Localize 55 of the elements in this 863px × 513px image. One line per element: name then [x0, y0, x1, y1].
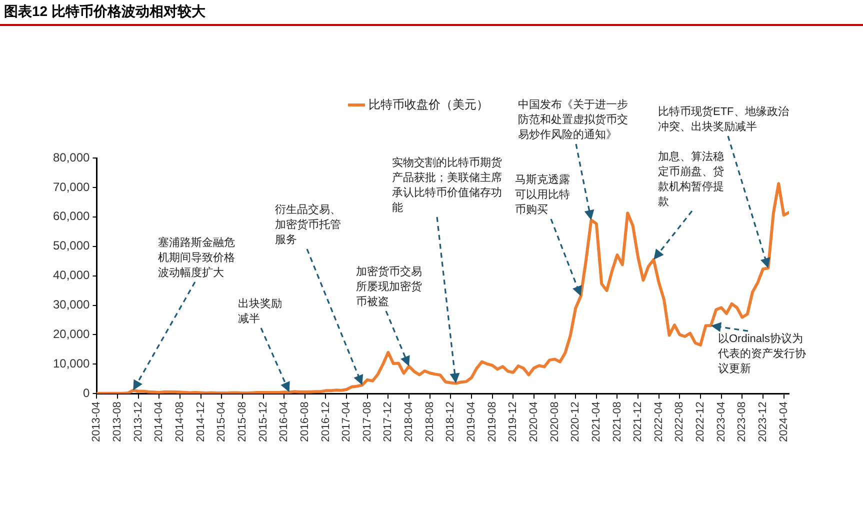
x-tick-label: 2019-04	[466, 402, 478, 442]
x-tick-label: 2017-12	[382, 402, 394, 442]
x-tick-label: 2020-12	[570, 402, 582, 442]
x-tick-label: 2016-04	[278, 402, 290, 442]
chart-title: 图表12 比特币价格波动相对较大	[4, 3, 206, 21]
x-tick-label: 2021-04	[590, 402, 602, 442]
x-tick-label: 2022-04	[652, 402, 665, 442]
x-tick-label: 2024-04	[778, 402, 790, 442]
x-tick-label: 2013-04	[90, 402, 103, 442]
annotation: 以Ordinals协议为代表的资产发行协议更新	[718, 332, 807, 377]
x-tick-label: 2022-12	[694, 402, 707, 442]
y-tick-label: 20,000	[53, 327, 90, 342]
annotation: 加密货币交易所屡现加密货币被盗	[356, 265, 423, 310]
x-tick-label: 2020-08	[548, 402, 561, 442]
x-tick-label: 2022-08	[674, 402, 686, 442]
annotation: 塞浦路斯金融危机期间导致价格波动幅度扩大	[158, 236, 236, 281]
x-tick-label: 2023-12	[757, 402, 770, 442]
x-tick-label: 2021-12	[632, 402, 644, 442]
x-tick-label: 2017-08	[361, 402, 374, 442]
x-tick-label: 2014-12	[194, 402, 207, 442]
x-tick-label: 2018-04	[403, 402, 416, 442]
annotation: 实物交割的比特币期货产品获批；美联储主席承认比特币价值储存功能	[392, 156, 503, 216]
x-tick-label: 2017-04	[340, 402, 353, 442]
annotation: 中国发布《关于进一步防范和处置虚拟货币交易炒作风险的通知》	[518, 98, 629, 143]
x-tick-label: 2013-08	[112, 402, 124, 442]
x-tick-label: 2018-12	[444, 402, 457, 442]
y-tick-label: 30,000	[53, 298, 90, 312]
x-tick-label: 2021-08	[611, 402, 624, 442]
annotation: 衍生品交易、加密货币托管服务	[275, 203, 342, 248]
x-tick-label: 2014-08	[174, 402, 186, 442]
y-tick-label: 10,000	[53, 356, 90, 370]
y-tick-label: 50,000	[53, 238, 90, 253]
legend-label: 比特币收盘价（美元）	[368, 97, 488, 112]
x-tick-label: 2015-12	[257, 402, 270, 442]
x-tick-label: 2018-08	[424, 402, 436, 442]
y-tick-label: 70,000	[53, 180, 90, 194]
x-tick-label: 2014-04	[153, 402, 166, 442]
annotation: 马斯克透露可以用比特币购买	[515, 173, 570, 218]
x-tick-label: 2019-08	[486, 402, 498, 442]
annotation: 比特币现货ETF、地缘政治冲突、出块奖励减半	[658, 105, 790, 135]
y-tick-label: 80,000	[53, 150, 90, 164]
annotation: 出块奖励减半	[238, 297, 283, 327]
x-tick-label: 2023-04	[715, 402, 728, 442]
x-tick-label: 2020-04	[528, 402, 540, 442]
y-tick-label: 0	[83, 386, 90, 400]
x-tick-label: 2019-12	[507, 402, 520, 442]
annotation: 加息、算法稳定币崩盘、贷款机构暂停提款	[658, 150, 725, 210]
x-tick-label: 2016-12	[320, 402, 332, 442]
x-tick-label: 2023-08	[736, 402, 748, 442]
x-tick-label: 2016-08	[298, 402, 311, 442]
x-tick-label: 2015-08	[236, 402, 248, 442]
y-tick-label: 40,000	[53, 268, 90, 282]
x-tick-label: 2015-04	[216, 402, 228, 442]
x-tick-label: 2013-12	[132, 402, 144, 442]
y-tick-label: 60,000	[53, 209, 90, 224]
